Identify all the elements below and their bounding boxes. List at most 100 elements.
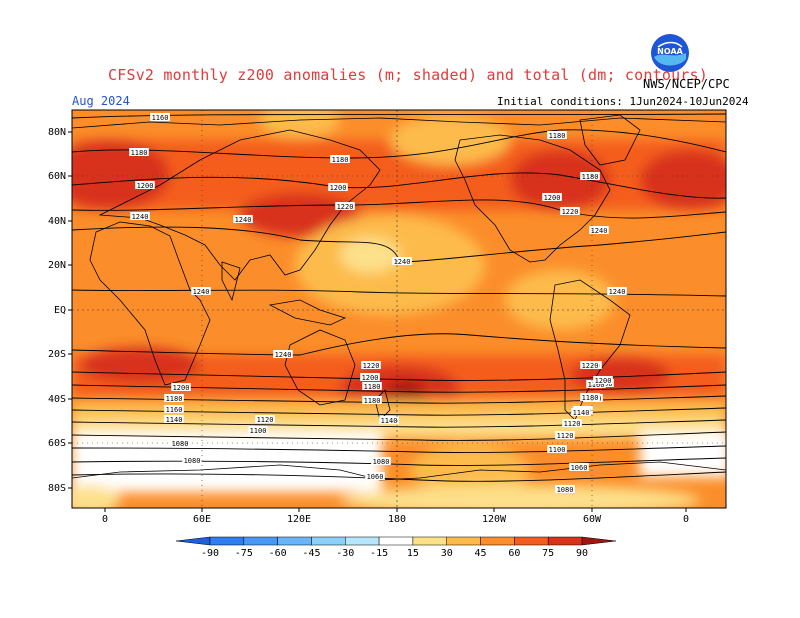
india-coast: [221, 261, 241, 302]
greenland-coast: [579, 114, 641, 166]
colorbar-label: -15: [370, 548, 388, 559]
nz-coast: [374, 389, 391, 421]
contour-label: 1240: [394, 258, 411, 266]
eurasia-coast: [98, 129, 381, 281]
lat-label: 40N: [48, 216, 66, 227]
lat-lon-grid: [72, 110, 726, 508]
contour-label: 1200: [137, 182, 154, 190]
lat-label: 60N: [48, 171, 66, 182]
contour-label-bg: [589, 226, 609, 234]
colorbar-box: [277, 536, 312, 546]
plot-frame: [71, 109, 727, 509]
colorbar-box: [345, 536, 380, 546]
contour-label-bg: [562, 419, 582, 427]
colorbar-left-arrow: [175, 536, 211, 546]
lon-axis: 0 60E 120E 180 120W 60W 0: [102, 508, 689, 525]
contour-label: 1240: [235, 216, 252, 224]
contour-label-bg: [248, 426, 268, 434]
contour-label-bg: [580, 172, 600, 180]
contour-label: 1180: [166, 395, 183, 403]
contour-label: 1140: [381, 417, 398, 425]
contour-label: 1120: [557, 432, 574, 440]
contour-label: 1080: [557, 486, 574, 494]
contour-label-bg: [365, 472, 385, 480]
contour-label-bg: [191, 287, 211, 295]
contour-label-bg: [542, 193, 562, 201]
contour-label-bg: [335, 202, 355, 210]
valid-month: Aug 2024: [72, 94, 130, 108]
colorbar-label: -60: [269, 548, 287, 559]
contour-label-bg: [607, 287, 627, 295]
contour-label-bg: [273, 350, 293, 358]
contour-label: 1060: [367, 473, 384, 481]
contour-label-bg: [371, 457, 391, 465]
contour-label: 1100: [549, 446, 566, 454]
contour-label-bg: [130, 212, 150, 220]
contour-label: 1140: [573, 409, 590, 417]
contour-label: 1120: [257, 416, 274, 424]
colorbar-box: [311, 536, 346, 546]
contour-label: 1080: [184, 457, 201, 465]
contour-label-bg: [547, 445, 567, 453]
contour-label-bg: [569, 463, 589, 471]
contour-label-bg: [164, 405, 184, 413]
contour-label: 1180: [549, 132, 566, 140]
anomaly-shading: [72, 110, 726, 508]
colorbar-box: [514, 536, 549, 546]
contour-label: 1180: [131, 149, 148, 157]
contour-label: 1160: [152, 114, 169, 122]
lon-label: 180: [388, 514, 406, 525]
lat-label: 40S: [48, 394, 66, 405]
colorbar-label: 90: [576, 548, 588, 559]
contour-label-bg: [379, 416, 399, 424]
lon-label: 120W: [482, 514, 507, 525]
contour-label: 1180: [364, 383, 381, 391]
contour-label: 1200: [173, 384, 190, 392]
lat-label: 80S: [48, 483, 66, 494]
colorbar-box: [243, 536, 278, 546]
contour-label: 1180: [332, 156, 349, 164]
indonesia-coast: [268, 299, 347, 326]
contour-label-bg: [255, 415, 275, 423]
colorbar-box: [209, 536, 245, 546]
contour-label-bg: [171, 383, 191, 391]
lon-label: 0: [102, 514, 108, 525]
contour-label-bg: [580, 361, 600, 369]
arctic-coast: [72, 117, 726, 129]
contour-label: 1080: [373, 458, 390, 466]
lat-label: EQ: [54, 305, 66, 316]
contour-label: 1060: [571, 464, 588, 472]
figure-title: CFSv2 monthly z200 anomalies (m; shaded)…: [108, 66, 708, 84]
contour-label: 1160: [588, 381, 605, 389]
contour-label-bg: [555, 431, 575, 439]
agency-label: NWS/NCEP/CPC: [643, 77, 730, 91]
contour-label: 1200: [330, 184, 347, 192]
height-contours: [72, 113, 726, 482]
lat-label: 80N: [48, 127, 66, 138]
contour-label-bg: [361, 361, 381, 369]
colorbar-label: -90: [201, 548, 219, 559]
australia-coast: [284, 329, 356, 406]
contour-label-bg: [164, 394, 184, 402]
initial-conditions: Initial conditions: 1Jun2024-10Jun2024: [497, 95, 749, 108]
contour-label-bg: [328, 183, 348, 191]
contour-label-bg: [360, 373, 380, 381]
contour-label-bg: [560, 207, 580, 215]
lat-label: 20N: [48, 260, 66, 271]
contour-label: 1220: [363, 362, 380, 370]
colorbar-box: [412, 536, 447, 546]
colorbar-label: 60: [508, 548, 520, 559]
contour-label: 1160: [166, 406, 183, 414]
colorbar-label: 45: [475, 548, 487, 559]
lon-label: 60W: [583, 514, 602, 525]
contour-label: 1180: [364, 397, 381, 405]
contour-label-bg: [593, 376, 613, 384]
contour-label-bg: [182, 456, 202, 464]
lon-label: 60E: [193, 514, 211, 525]
contour-label: 1200: [595, 377, 612, 385]
contour-label: 1180: [582, 394, 599, 402]
contour-label-bg: [150, 113, 170, 121]
colorbar-right-arrow: [581, 536, 617, 546]
contour-label: 1200: [544, 194, 561, 202]
